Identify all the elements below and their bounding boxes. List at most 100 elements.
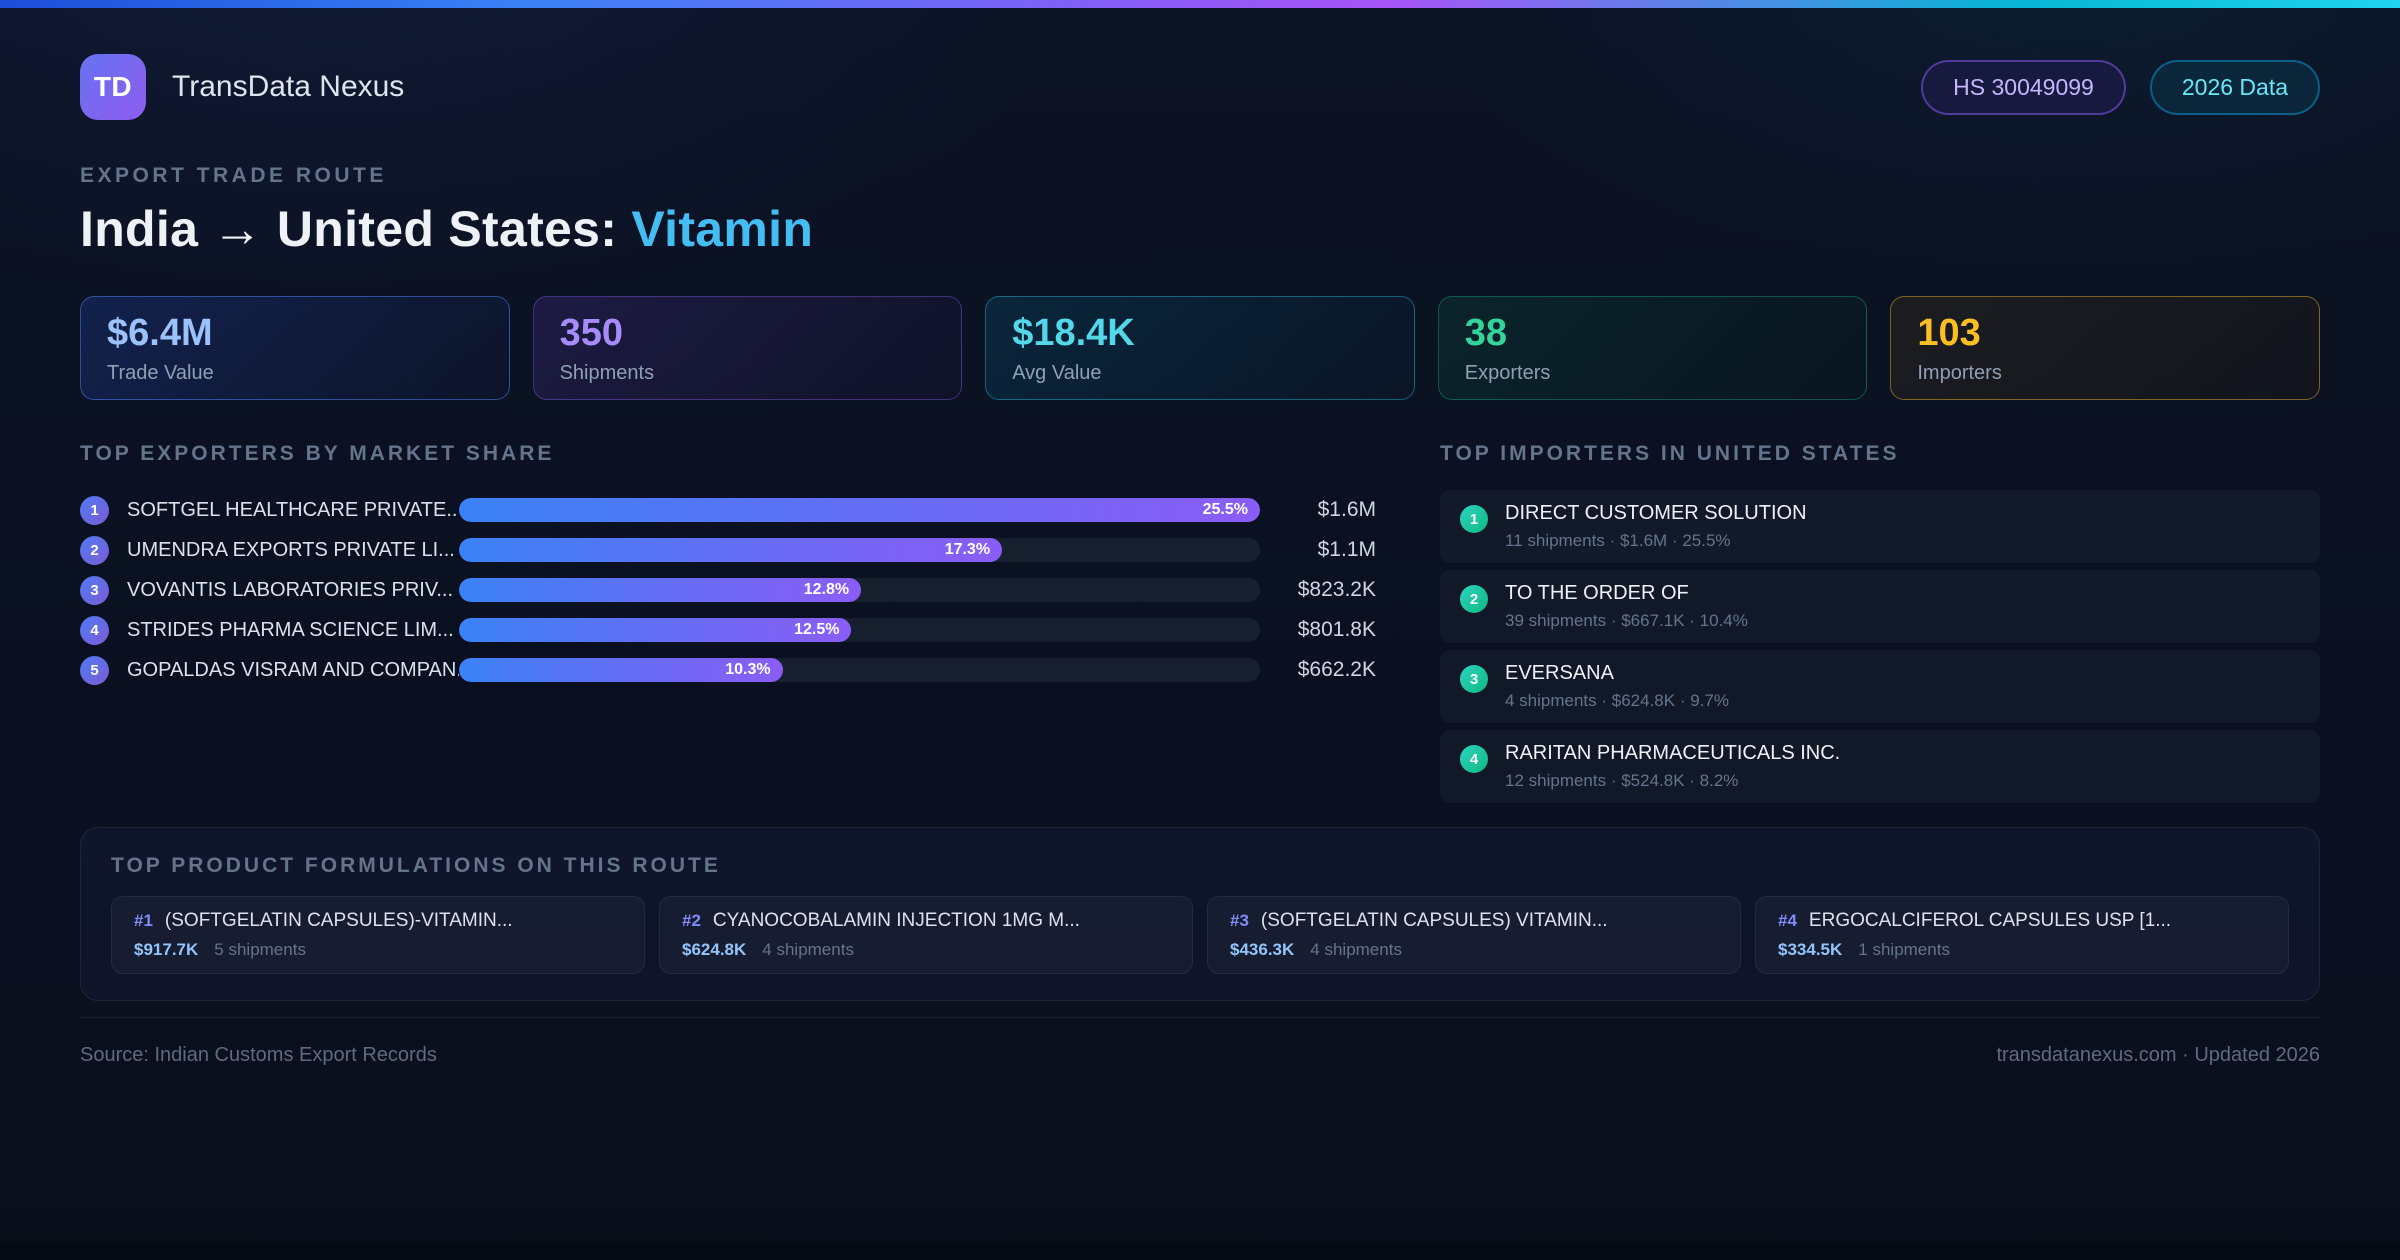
rank-badge: 1 — [1460, 505, 1488, 533]
stat-card-importers: 103 Importers — [1890, 296, 2320, 400]
importer-info: TO THE ORDER OF 39 shipments · $667.1K ·… — [1505, 582, 1748, 631]
product-card[interactable]: #4 ERGOCALCIFEROL CAPSULES USP [1... $33… — [1755, 896, 2289, 974]
product-shipments: 4 shipments — [762, 940, 854, 959]
exporter-value: $662.2K — [1297, 658, 1376, 681]
hs-code-badge[interactable]: HS 30049099 — [1921, 59, 2126, 115]
exporter-name: UMENDRA EXPORTS PRIVATE LI... — [127, 538, 455, 561]
footer-site: transdatanexus.com · Updated 2026 — [1996, 1044, 2320, 1066]
stat-label: Avg Value — [1012, 361, 1102, 384]
stat-label: Trade Value — [107, 361, 214, 384]
product-value: $917.7K — [134, 940, 199, 959]
importer-item[interactable]: 3 EVERSANA 4 shipments · $624.8K · 9.7% — [1440, 650, 2320, 723]
product-card[interactable]: #1 (SOFTGELATIN CAPSULES)-VITAMIN... $91… — [111, 896, 645, 974]
product-header: #2 CYANOCOBALAMIN INJECTION 1MG M... — [682, 910, 1170, 932]
market-share-bar-track: 12.8% — [459, 578, 1260, 602]
year-data-badge[interactable]: 2026 Data — [2149, 59, 2320, 115]
route-eyebrow: EXPORT TRADE ROUTE — [80, 164, 387, 187]
stat-value: 103 — [1917, 311, 1981, 354]
importer-name: TO THE ORDER OF — [1505, 582, 1689, 604]
stat-value: 350 — [559, 311, 623, 354]
exporter-row[interactable]: 4 STRIDES PHARMA SCIENCE LIM... 12.5% $8… — [80, 610, 1376, 650]
product-stats: $917.7K 5 shipments — [134, 940, 622, 960]
market-share-percent: 12.8% — [803, 581, 850, 598]
main-columns: TOP EXPORTERS BY MARKET SHARE 1 SOFTGEL … — [80, 442, 2320, 803]
importers-section-title: TOP IMPORTERS IN UNITED STATES — [1440, 442, 1900, 465]
importer-name: DIRECT CUSTOMER SOLUTION — [1505, 502, 1807, 524]
page-title: India → United States: Vitamin — [80, 200, 2320, 258]
importer-item[interactable]: 4 RARITAN PHARMACEUTICALS INC. 12 shipme… — [1440, 730, 2320, 803]
market-share-bar-fill: 17.3% — [459, 538, 1003, 562]
stat-value: $18.4K — [1012, 311, 1135, 354]
bottom-edge-strip — [0, 1242, 2400, 1260]
top-accent-bar — [0, 0, 2400, 8]
product-cards-row: #1 (SOFTGELATIN CAPSULES)-VITAMIN... $91… — [111, 896, 2289, 974]
stat-card-exporters: 38 Exporters — [1437, 296, 1868, 400]
exporter-name: GOPALDAS VISRAM AND COMPAN... — [127, 658, 459, 681]
product-rank: #3 — [1230, 911, 1249, 930]
exporters-section-title: TOP EXPORTERS BY MARKET SHARE — [80, 442, 555, 465]
footer-source: Source: Indian Customs Export Records — [80, 1044, 437, 1066]
route-title-text: India → United States: — [80, 201, 618, 257]
exporter-row[interactable]: 3 VOVANTIS LABORATORIES PRIV... 12.8% $8… — [80, 570, 1376, 610]
exporter-row[interactable]: 1 SOFTGEL HEALTHCARE PRIVATE... 25.5% $1… — [80, 490, 1376, 530]
market-share-percent: 25.5% — [1202, 501, 1248, 518]
rank-badge: 3 — [80, 575, 109, 605]
products-panel: TOP PRODUCT FORMULATIONS ON THIS ROUTE #… — [80, 827, 2320, 1001]
importer-info: EVERSANA 4 shipments · $624.8K · 9.7% — [1505, 662, 1729, 711]
importer-meta: 39 shipments · $667.1K · 10.4% — [1505, 611, 1748, 630]
footer: Source: Indian Customs Export Records tr… — [80, 1017, 2320, 1067]
market-share-percent: 17.3% — [944, 541, 991, 558]
rank-badge: 3 — [1460, 665, 1488, 693]
rank-badge: 1 — [80, 495, 109, 525]
market-share-bar-fill: 10.3% — [459, 658, 783, 682]
market-share-bar-fill: 12.5% — [459, 618, 852, 642]
stat-card-trade-value: $6.4M Trade Value — [80, 296, 510, 400]
products-section-title: TOP PRODUCT FORMULATIONS ON THIS ROUTE — [111, 854, 721, 877]
product-shipments: 5 shipments — [214, 940, 306, 959]
exporter-row[interactable]: 5 GOPALDAS VISRAM AND COMPAN... 10.3% $6… — [80, 650, 1376, 690]
importer-info: RARITAN PHARMACEUTICALS INC. 12 shipment… — [1505, 742, 1840, 791]
importers-list: 1 DIRECT CUSTOMER SOLUTION 11 shipments … — [1440, 490, 2320, 803]
product-stats: $624.8K 4 shipments — [682, 940, 1170, 960]
importer-meta: 12 shipments · $524.8K · 8.2% — [1505, 771, 1739, 790]
market-share-bar-fill: 25.5% — [459, 498, 1260, 522]
exporter-value: $1.1M — [1317, 538, 1376, 561]
product-card[interactable]: #3 (SOFTGELATIN CAPSULES) VITAMIN... $43… — [1207, 896, 1741, 974]
product-shipments: 4 shipments — [1310, 940, 1402, 959]
brand[interactable]: TD TransData Nexus — [80, 54, 404, 120]
product-keyword: Vitamin — [631, 201, 814, 257]
product-name: (SOFTGELATIN CAPSULES) VITAMIN... — [1260, 910, 1608, 931]
market-share-bar-track: 12.5% — [459, 618, 1260, 642]
product-header: #4 ERGOCALCIFEROL CAPSULES USP [1... — [1778, 910, 2266, 932]
exporter-value: $1.6M — [1317, 498, 1376, 521]
stats-row: $6.4M Trade Value 350 Shipments $18.4K A… — [80, 296, 2320, 400]
product-rank: #1 — [134, 911, 153, 930]
rank-badge: 2 — [80, 535, 109, 565]
stat-label: Exporters — [1464, 361, 1551, 384]
product-stats: $436.3K 4 shipments — [1230, 940, 1718, 960]
stat-card-shipments: 350 Shipments — [532, 296, 963, 400]
importer-meta: 4 shipments · $624.8K · 9.7% — [1505, 691, 1729, 710]
product-header: #3 (SOFTGELATIN CAPSULES) VITAMIN... — [1230, 910, 1718, 932]
market-share-bar-track: 10.3% — [459, 658, 1260, 682]
product-header: #1 (SOFTGELATIN CAPSULES)-VITAMIN... — [134, 910, 622, 932]
product-shipments: 1 shipments — [1858, 940, 1950, 959]
stat-card-avg-value: $18.4K Avg Value — [985, 296, 1415, 400]
product-value: $334.5K — [1778, 940, 1843, 959]
stat-label: Shipments — [559, 361, 655, 384]
stat-value: 38 — [1464, 311, 1508, 354]
market-share-bar-fill: 12.8% — [459, 578, 862, 602]
page-container: TD TransData Nexus HS 30049099 2026 Data… — [0, 54, 2400, 1067]
app-logo[interactable]: TD — [80, 54, 146, 120]
exporter-name: SOFTGEL HEALTHCARE PRIVATE... — [127, 498, 459, 521]
product-card[interactable]: #2 CYANOCOBALAMIN INJECTION 1MG M... $62… — [659, 896, 1193, 974]
exporter-row[interactable]: 2 UMENDRA EXPORTS PRIVATE LI... 17.3% $1… — [80, 530, 1376, 570]
importer-item[interactable]: 1 DIRECT CUSTOMER SOLUTION 11 shipments … — [1440, 490, 2320, 563]
stat-label: Importers — [1917, 361, 2002, 384]
importers-section: TOP IMPORTERS IN UNITED STATES 1 DIRECT … — [1440, 442, 2320, 803]
market-share-percent: 12.5% — [794, 621, 840, 638]
header: TD TransData Nexus HS 30049099 2026 Data — [80, 54, 2320, 120]
importer-item[interactable]: 2 TO THE ORDER OF 39 shipments · $667.1K… — [1440, 570, 2320, 643]
exporter-name: STRIDES PHARMA SCIENCE LIM... — [127, 618, 454, 641]
market-share-bar-track: 17.3% — [459, 538, 1260, 562]
